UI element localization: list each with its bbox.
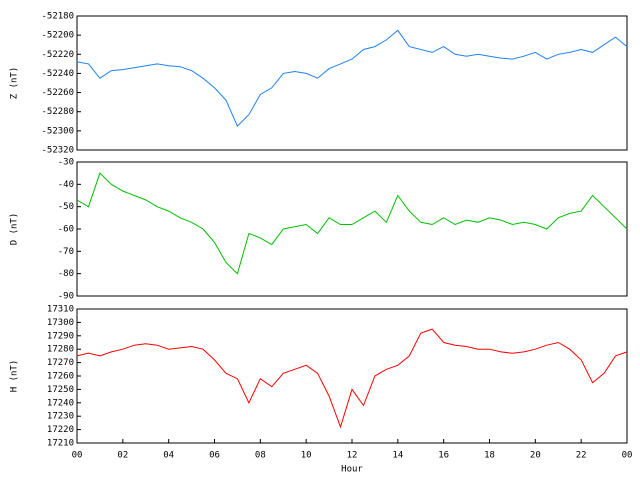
x-tick-label: 00 [622,451,633,461]
x-tick-label: 08 [255,451,266,461]
x-axis-label: Hour [341,465,363,475]
y-tick-label: -52220 [41,50,74,60]
y-tick-label: -52260 [41,88,74,98]
x-tick-label: 18 [484,451,495,461]
y-axis-label: Z (nT) [10,67,20,100]
plot-frame [76,161,628,297]
y-tick-label: -40 [58,180,74,190]
x-tick-label: 04 [163,451,174,461]
y-tick-label: 17270 [47,358,74,368]
y-axis-label: H (nT) [10,360,20,393]
x-tick-label: 02 [117,451,128,461]
x-tick-label: 20 [530,451,541,461]
y-tick-label: -50 [58,202,74,212]
y-tick-label: -52200 [41,31,74,41]
y-tick-label: -52280 [41,107,74,117]
data-line [76,328,628,429]
y-axis-label: D (nT) [10,213,20,246]
x-tick-label: 16 [438,451,449,461]
data-line [76,29,628,127]
y-tick-label: 17240 [47,398,74,408]
y-tick-label: 17300 [47,318,74,328]
y-tick-label: 17280 [47,345,74,355]
y-tick-label: 17210 [47,439,74,449]
y-tick-label: 17250 [47,385,74,395]
y-tick-label: 17230 [47,412,74,422]
y-tick-label: -90 [58,292,74,302]
y-tick-label: -52180 [41,12,74,22]
x-tick-label: 14 [392,451,403,461]
y-tick-label: 17290 [47,331,74,341]
y-tick-label: -30 [58,158,74,168]
data-line [76,172,628,275]
x-tick-label: 10 [301,451,312,461]
y-tick-label: 17310 [47,305,74,315]
y-tick-label: -52240 [41,69,74,79]
x-tick-label: 22 [576,451,587,461]
y-tick-label: -52320 [41,146,74,156]
y-tick-label: -80 [58,269,74,279]
x-tick-label: 06 [209,451,220,461]
plot-frame [76,15,628,151]
x-tick-label: 00 [72,451,83,461]
x-tick-label: 12 [347,451,358,461]
y-tick-label: -52300 [41,126,74,136]
y-tick-label: 17220 [47,425,74,435]
y-tick-label: 17260 [47,372,74,382]
plot-frame [76,308,628,444]
y-tick-label: -70 [58,247,74,257]
y-tick-label: -60 [58,225,74,235]
